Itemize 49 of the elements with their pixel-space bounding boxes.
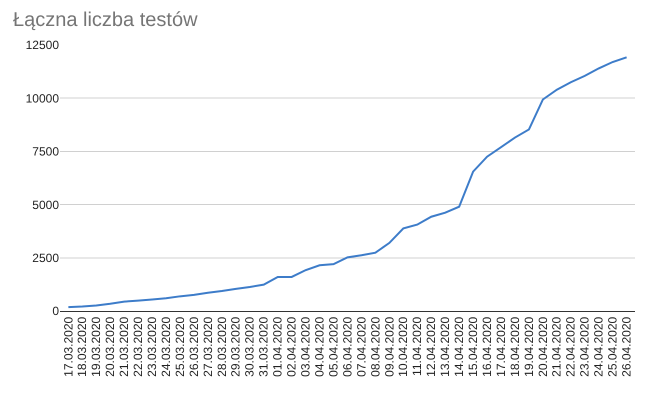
y-tick-label: 0	[52, 304, 60, 318]
x-tick-label: 14.04.2020	[452, 316, 466, 377]
x-tick-label: 23.03.2020	[145, 316, 160, 377]
x-tick-label: 17.04.2020	[494, 316, 508, 377]
x-tick-label: 22.03.2020	[131, 316, 146, 377]
x-tick-label: 13.04.2020	[438, 316, 452, 377]
y-tick-label: 5000	[32, 198, 60, 212]
x-tick-label: 16.04.2020	[480, 316, 494, 377]
y-tick-label: 7500	[32, 144, 60, 159]
x-tick-label: 02.04.2020	[284, 316, 299, 377]
x-tick-label: 26.04.2020	[620, 316, 634, 377]
x-tick-label: 24.03.2020	[158, 316, 173, 377]
x-tick-label: 30.03.2020	[242, 316, 257, 377]
x-tick-label: 20.03.2020	[103, 316, 118, 377]
x-tick-label: 24.04.2020	[592, 316, 606, 377]
x-tick-label: 22.04.2020	[564, 316, 578, 377]
x-tick-label: 05.04.2020	[326, 316, 340, 377]
x-tick-label: 21.04.2020	[550, 316, 564, 377]
x-tick-label: 20.04.2020	[536, 316, 550, 377]
y-tick-label: 2500	[32, 251, 60, 265]
x-tick-label: 18.04.2020	[508, 316, 522, 377]
x-tick-label: 12.04.2020	[424, 316, 438, 377]
x-tick-label: 31.03.2020	[256, 316, 271, 377]
x-tick-label: 11.04.2020	[410, 316, 424, 376]
x-tick-label: 08.04.2020	[368, 316, 382, 377]
x-tick-label: 21.03.2020	[117, 316, 132, 377]
x-tick-label: 06.04.2020	[340, 316, 354, 377]
x-tick-label: 25.03.2020	[172, 316, 187, 377]
x-tick-label: 26.03.2020	[186, 316, 201, 377]
line-series	[67, 56, 628, 308]
x-tick-label: 27.03.2020	[200, 316, 215, 377]
y-tick-label: 10000	[26, 91, 60, 106]
x-tick-label: 10.04.2020	[396, 316, 410, 377]
x-tick-label: 19.04.2020	[522, 316, 536, 377]
x-tick-label: 19.03.2020	[89, 316, 104, 377]
x-tick-label: 01.04.2020	[270, 316, 285, 377]
x-tick-label: 28.03.2020	[214, 316, 229, 377]
x-tick-label: 03.04.2020	[298, 316, 313, 377]
y-tick-label: 12500	[26, 38, 60, 52]
x-tick-label: 15.04.2020	[466, 316, 480, 377]
x-tick-label: 18.03.2020	[75, 316, 90, 377]
x-tick-label: 07.04.2020	[354, 316, 368, 377]
x-tick-label: 17.03.2020	[61, 316, 76, 377]
x-tick-label: 04.04.2020	[312, 316, 326, 377]
x-tick-label: 23.04.2020	[578, 316, 592, 377]
x-tick-label: 09.04.2020	[382, 316, 396, 377]
x-tick-label: 29.03.2020	[228, 316, 243, 377]
chart-title: Łączna liczba testów	[13, 9, 198, 32]
x-tick-label: 25.04.2020	[606, 316, 620, 377]
